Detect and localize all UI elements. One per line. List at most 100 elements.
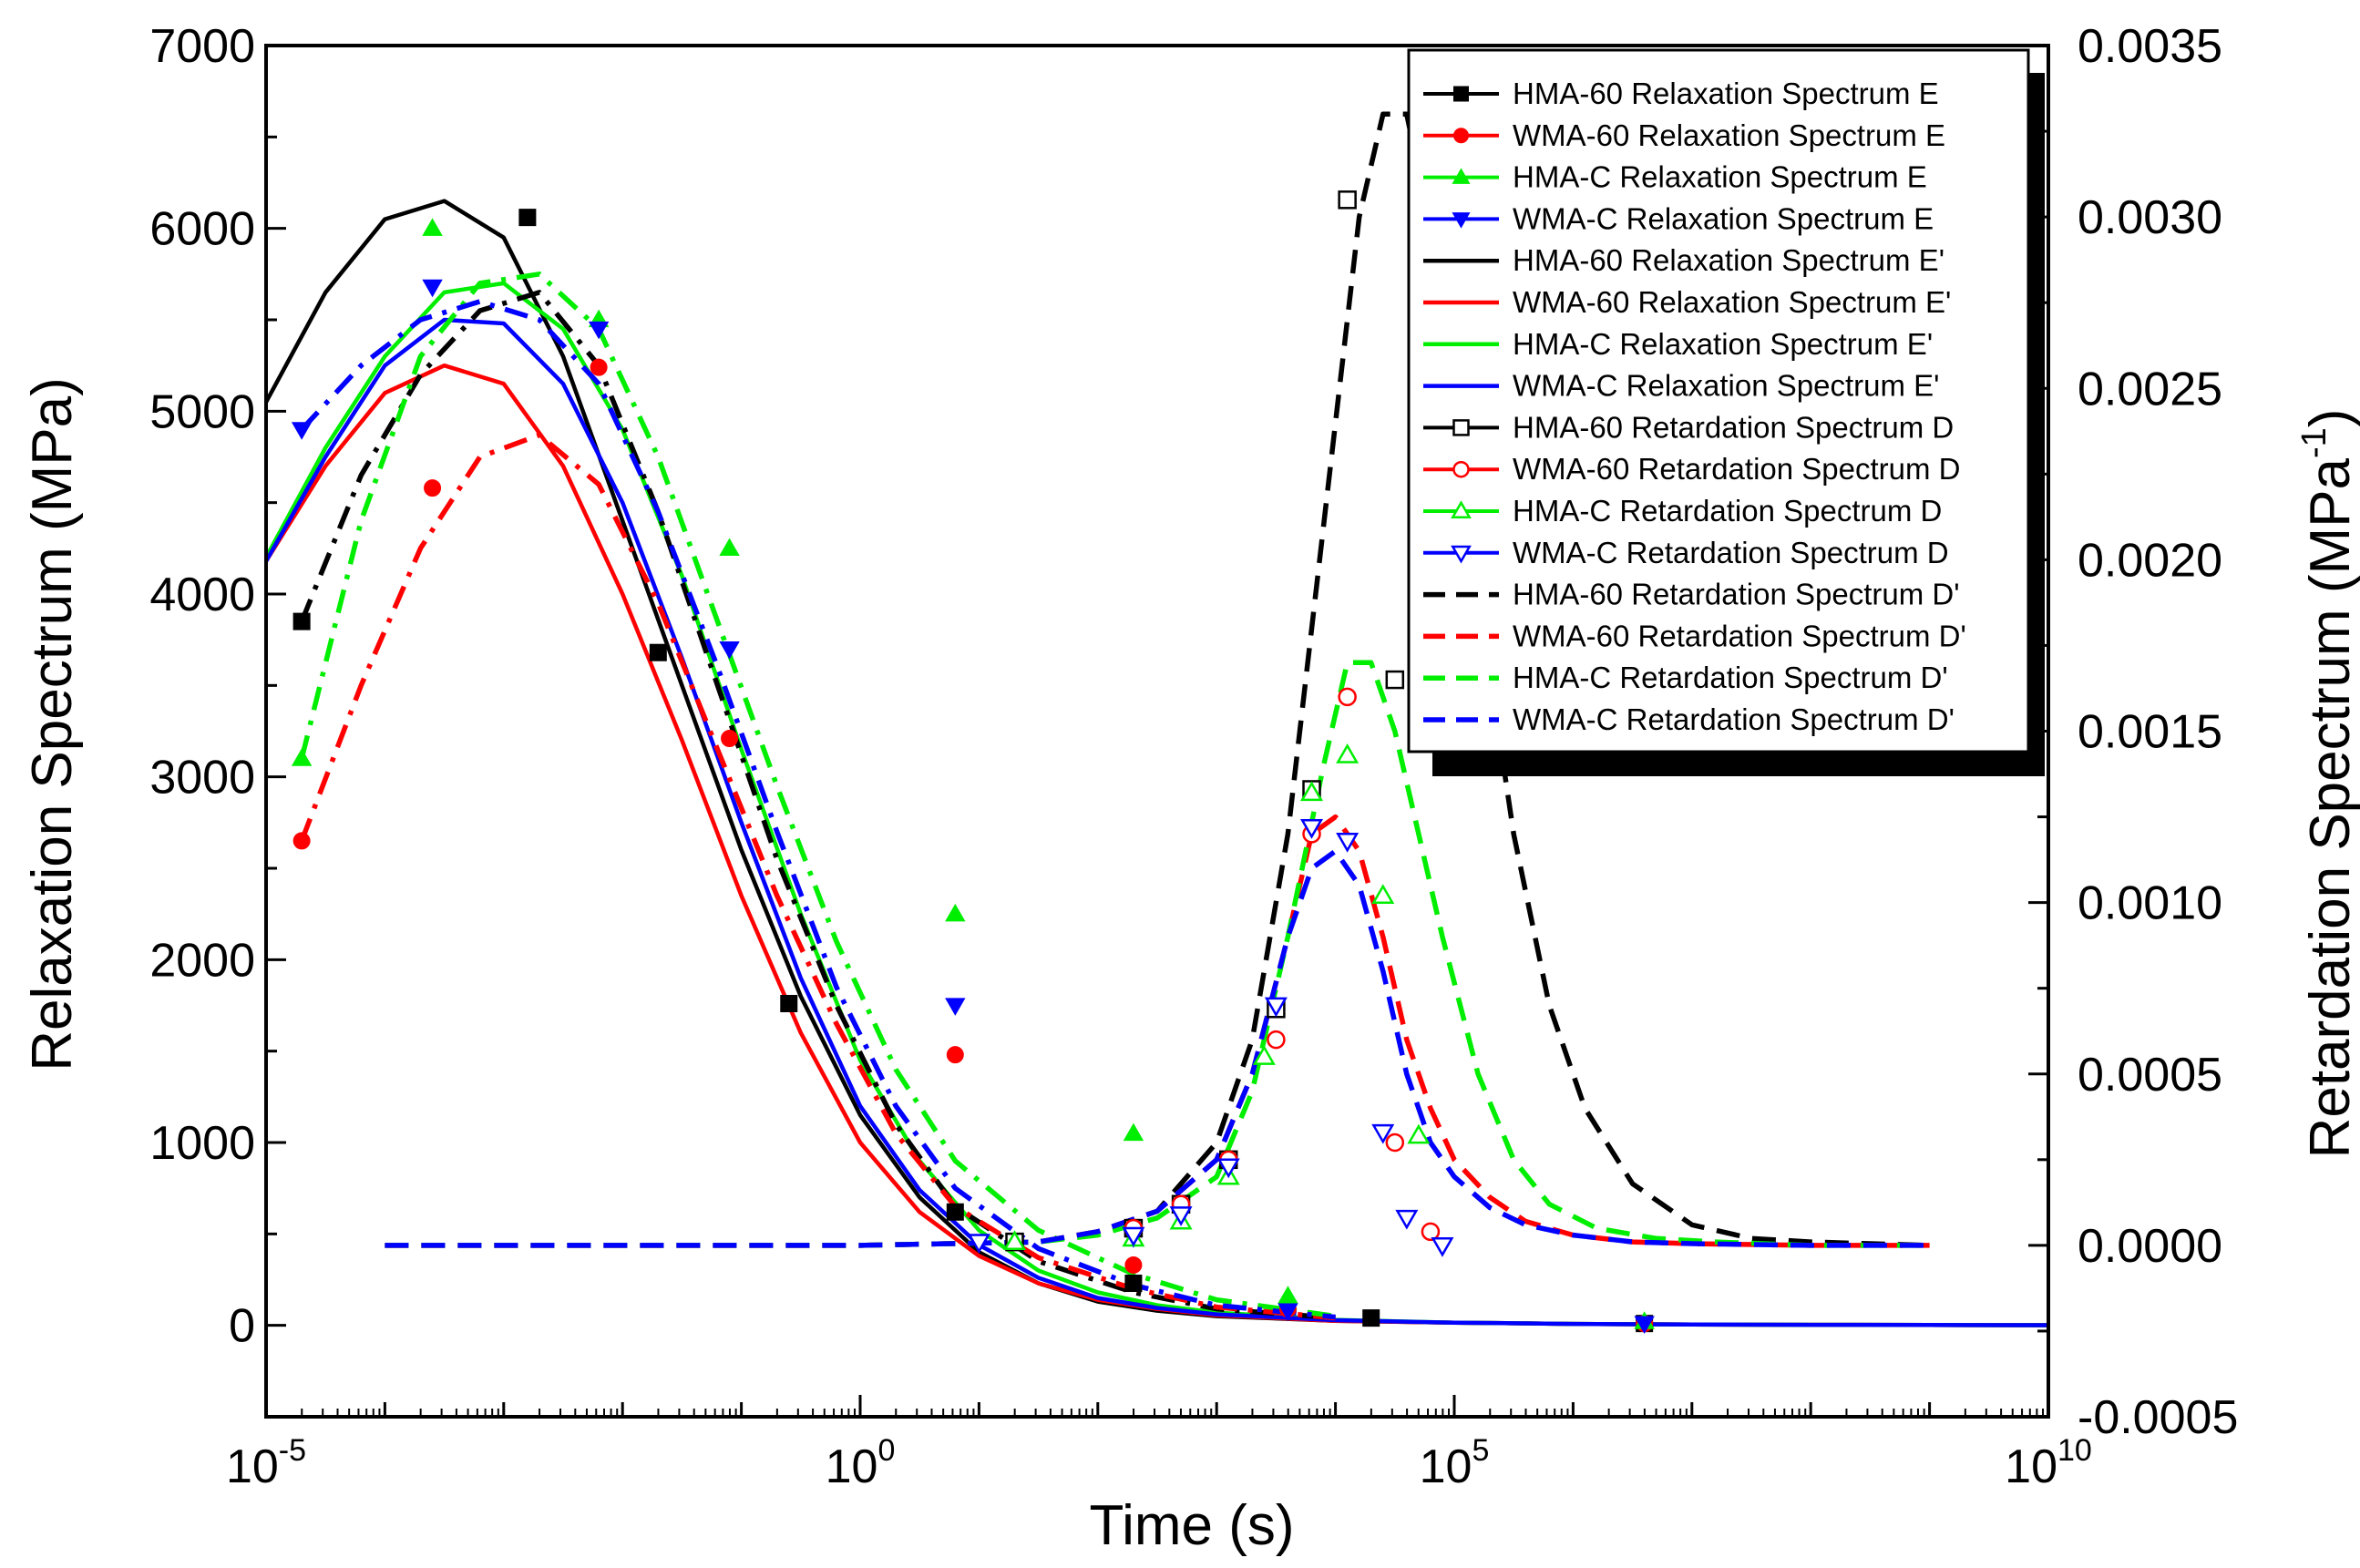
data-point-15 <box>1395 1209 1419 1230</box>
series-line-9 <box>299 432 1336 1321</box>
series-line-11 <box>300 299 1336 1320</box>
legend-label: WMA-C Relaxation Spectrum E' <box>1513 369 1939 403</box>
y-axis-title-right-base: Retardation Spectrum (MPa <box>2299 457 2360 1158</box>
x-tick-label-exp: 5 <box>1472 1433 1489 1468</box>
series-lines <box>266 111 2048 1327</box>
legend-label: HMA-C Relaxation Spectrum E <box>1513 160 1927 194</box>
data-point-1 <box>946 1046 964 1064</box>
data-point-3 <box>719 641 740 660</box>
data-point-15 <box>1371 1123 1395 1144</box>
legend-entries: HMA-60 Relaxation Spectrum E WMA-60 Relax… <box>1423 77 1966 736</box>
legend-marker <box>1453 128 1469 144</box>
y-left-tick-label: 5000 <box>149 385 255 438</box>
x-tick-label-base: 10 <box>226 1440 279 1493</box>
data-point-0 <box>780 994 798 1012</box>
data-point-12 <box>1385 670 1405 690</box>
y-right-tick-label: 0.0010 <box>2078 877 2222 930</box>
data-point-2 <box>291 748 313 766</box>
x-tick-label: 105 <box>1420 1433 1490 1493</box>
legend-label: WMA-60 Relaxation Spectrum E' <box>1513 285 1951 319</box>
y-right-tick-label: 0.0000 <box>2078 1220 2222 1273</box>
data-point-2 <box>945 903 966 922</box>
data-point-13 <box>1338 687 1357 707</box>
data-point-12 <box>1338 190 1357 210</box>
legend-marker <box>1452 419 1470 436</box>
data-point-3 <box>588 321 610 340</box>
data-point-15 <box>967 1234 990 1254</box>
y-left-tick-label: 0 <box>229 1300 255 1353</box>
y-axis-title-right-sup: -1 <box>2295 427 2334 458</box>
y-left-tick-label: 7000 <box>149 20 255 73</box>
x-tick-label-base: 10 <box>826 1440 878 1493</box>
y-right-tick-label: -0.0005 <box>2078 1391 2238 1444</box>
y-axis-title-right: Retardation Spectrum (MPa-1) <box>2295 409 2360 1159</box>
legend-label: WMA-60 Retardation Spectrum D <box>1513 452 1961 486</box>
data-point-15 <box>1336 833 1360 853</box>
legend-label: WMA-60 Retardation Spectrum D' <box>1513 619 1966 652</box>
x-tick-label-base: 10 <box>1420 1440 1472 1493</box>
legend-marker <box>1451 545 1472 564</box>
data-point-3 <box>945 998 966 1016</box>
data-point-15 <box>1264 997 1288 1018</box>
data-point-1 <box>292 832 311 850</box>
axes: 01000200030004000500060007000-0.00050.00… <box>149 20 2238 1493</box>
y-right-tick-label: 0.0020 <box>2078 534 2222 587</box>
series-line-8 <box>299 290 1336 1321</box>
x-tick-label-exp: 0 <box>877 1433 895 1468</box>
legend-marker <box>1452 168 1471 184</box>
data-point-1 <box>424 479 442 497</box>
series-markers <box>291 190 1655 1335</box>
data-point-13 <box>1385 1132 1405 1153</box>
series-line-19 <box>385 848 1930 1248</box>
legend-label: HMA-60 Retardation Spectrum D <box>1513 410 1954 444</box>
legend-box <box>1407 48 2030 753</box>
legend-label: WMA-C Relaxation Spectrum E <box>1513 201 1934 235</box>
y-right-tick-label: 0.0030 <box>2078 191 2222 244</box>
data-point-0 <box>946 1203 964 1221</box>
data-point-1 <box>590 358 608 376</box>
data-point-2 <box>719 538 740 556</box>
data-point-14 <box>1003 1230 1027 1251</box>
data-point-14 <box>1336 743 1360 764</box>
data-point-15 <box>1169 1206 1193 1226</box>
data-point-0 <box>292 612 311 630</box>
data-point-2 <box>1277 1286 1298 1304</box>
x-tick-label-exp: 10 <box>2057 1433 2092 1468</box>
x-tick-label-exp: -5 <box>279 1433 306 1468</box>
legend-marker <box>1452 212 1471 229</box>
legend-label: WMA-C Retardation Spectrum D' <box>1513 702 1955 736</box>
legend-label: WMA-60 Relaxation Spectrum E <box>1513 118 1945 152</box>
legend: HMA-60 Relaxation Spectrum E WMA-60 Relax… <box>1407 48 2045 776</box>
data-point-3 <box>1634 1316 1655 1335</box>
data-point-14 <box>1371 884 1395 904</box>
data-point-15 <box>1431 1236 1454 1257</box>
data-point-14 <box>1407 1123 1431 1144</box>
data-point-3 <box>1277 1303 1298 1321</box>
series-line-10 <box>299 272 1336 1319</box>
y-left-tick-label: 2000 <box>149 934 255 987</box>
data-point-1 <box>1124 1255 1143 1274</box>
legend-marker <box>1451 500 1472 519</box>
data-point-0 <box>649 643 667 661</box>
legend-label: HMA-60 Retardation Spectrum D' <box>1513 578 1960 611</box>
data-point-0 <box>1362 1309 1380 1327</box>
legend-label: HMA-60 Relaxation Spectrum E' <box>1513 243 1944 277</box>
data-point-14 <box>1300 781 1324 802</box>
data-point-13 <box>1267 1030 1286 1050</box>
data-point-2 <box>422 218 443 236</box>
data-point-1 <box>721 730 739 748</box>
data-point-2 <box>1123 1122 1144 1142</box>
data-point-0 <box>518 209 537 227</box>
y-left-tick-label: 4000 <box>149 569 255 621</box>
data-point-15 <box>1216 1158 1240 1179</box>
plot-data <box>266 111 2048 1335</box>
y-right-tick-label: 0.0025 <box>2078 363 2222 415</box>
y-right-tick-label: 0.0035 <box>2078 20 2222 73</box>
legend-marker <box>1453 86 1469 102</box>
data-point-15 <box>1122 1226 1145 1247</box>
x-tick-label: 100 <box>826 1433 896 1493</box>
data-point-14 <box>1252 1045 1276 1065</box>
data-point-15 <box>1300 818 1324 839</box>
x-axis-title: Time (s) <box>1090 1494 1295 1557</box>
